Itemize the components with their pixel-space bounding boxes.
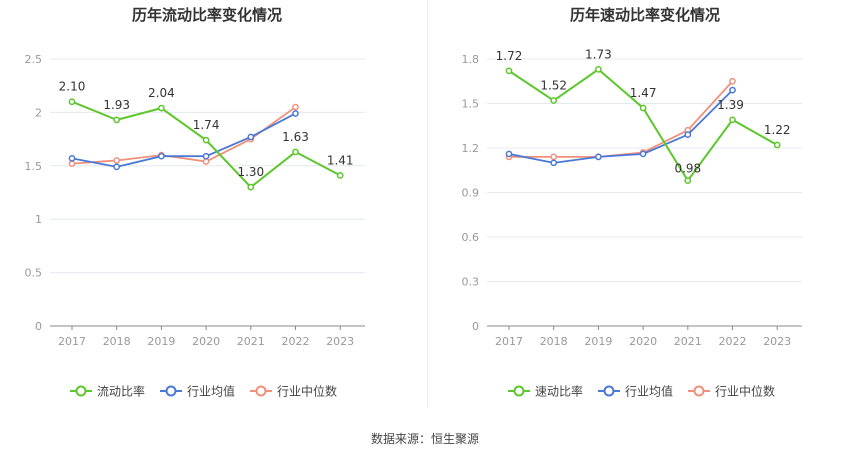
data-point [292,148,299,156]
data-point [158,152,165,160]
legend-marker [165,385,177,397]
data-point [729,86,736,94]
data-point [113,116,121,124]
data-point [729,116,736,124]
data-label: 1.93 [103,98,130,112]
y-tick-label: 0.9 [462,187,480,200]
x-tick-label: 2022 [282,335,310,348]
data-label: 1.74 [193,118,220,132]
x-tick-label: 2017 [58,335,86,348]
legend-label: 行业中位数 [715,384,775,399]
data-point [68,160,76,168]
data-label: 1.39 [717,98,744,112]
data-point [202,158,210,165]
y-tick-label: 1.8 [462,53,480,66]
data-label: 1.63 [282,130,309,144]
data-point [595,66,602,73]
x-tick-label: 2018 [103,335,131,348]
x-tick-label: 2020 [192,335,220,348]
data-point [292,103,299,111]
data-point [639,104,647,112]
data-point [505,67,513,75]
y-tick-label: 1 [35,213,42,226]
data-label: 1.72 [496,49,523,63]
data-point [550,97,558,104]
x-tick-label: 2019 [147,335,175,348]
y-tick-label: 0 [472,320,479,333]
data-point [729,77,736,85]
x-tick-label: 2022 [719,335,747,348]
legend-marker [693,385,705,397]
y-tick-label: 1.2 [462,142,480,155]
y-tick-label: 1.5 [462,98,480,111]
x-tick-label: 2020 [629,335,657,348]
data-label: 0.98 [674,162,701,176]
series-line [71,100,341,189]
data-point [113,163,121,171]
data-label: 1.41 [327,153,354,167]
data-label: 1.22 [764,123,791,137]
data-point [684,131,692,138]
data-point [773,141,781,149]
data-label: 1.52 [540,79,567,93]
y-tick-label: 2 [35,106,42,119]
data-point [202,136,210,144]
source-note: 数据来源：恒生聚源 [370,432,479,446]
y-tick-label: 1.5 [25,160,43,173]
data-point [247,183,255,191]
legend-marker [513,385,525,397]
legend-label: 行业中位数 [277,384,337,399]
data-point [158,104,165,112]
data-point [550,159,558,167]
y-tick-label: 2.5 [25,53,43,66]
legend-label: 流动比率 [97,384,145,399]
x-tick-label: 2021 [674,335,702,348]
x-tick-label: 2018 [540,335,568,348]
legend-label: 速动比率 [535,384,583,399]
x-tick-label: 2017 [495,335,523,348]
data-label: 1.47 [630,86,657,100]
data-point [639,150,647,158]
data-point [550,153,558,161]
chart-title: 历年速动比率变化情况 [570,6,720,24]
data-point [68,98,76,106]
data-point [505,150,513,158]
x-tick-label: 2023 [763,335,791,348]
legend-marker [255,385,267,397]
legend-marker [75,385,87,397]
y-tick-label: 0.6 [462,231,480,244]
data-point [336,172,344,179]
data-label: 2.10 [59,80,86,94]
data-label: 2.04 [148,86,175,100]
series-line [71,112,296,168]
data-point [595,153,602,161]
x-tick-label: 2021 [237,335,265,348]
y-tick-label: 0.3 [462,276,480,289]
chart-title: 历年流动比率变化情况 [132,6,282,24]
legend-marker [603,385,615,397]
data-point [68,154,76,162]
x-tick-label: 2019 [584,335,612,348]
data-point [113,157,121,164]
legend-label: 行业均值 [625,384,673,399]
data-point [684,177,692,184]
data-point [202,152,210,160]
panel-divider [427,0,428,408]
series-line [508,89,734,164]
data-label: 1.30 [237,165,264,179]
data-label: 1.73 [585,47,612,61]
y-tick-label: 0.5 [25,267,43,280]
legend-label: 行业均值 [187,384,235,399]
data-point [247,133,255,141]
x-tick-label: 2023 [326,335,354,348]
data-point [292,110,299,117]
y-tick-label: 0 [35,320,42,333]
